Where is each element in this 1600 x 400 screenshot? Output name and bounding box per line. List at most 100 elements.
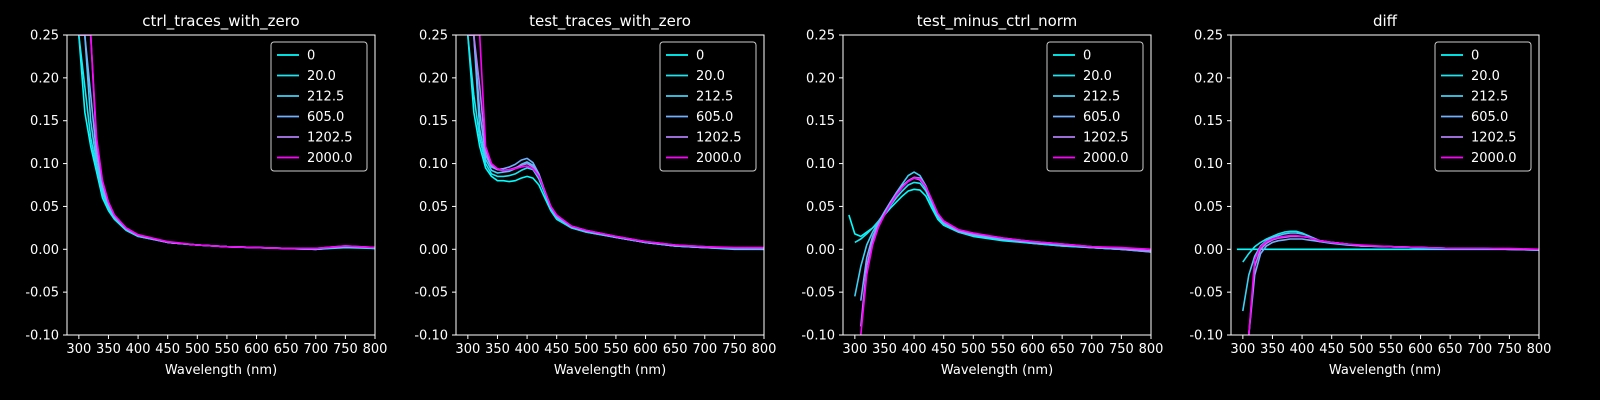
chart-title: ctrl_traces_with_zero: [142, 12, 299, 31]
x-tick-label: 750: [333, 342, 358, 357]
x-tick-label: 600: [633, 342, 658, 357]
x-tick-label: 700: [692, 342, 717, 357]
x-tick-label: 600: [1408, 342, 1433, 357]
y-tick-label: 0.15: [1194, 114, 1223, 129]
legend-entry-label: 2000.0: [1471, 151, 1517, 166]
legend-entry-label: 605.0: [1471, 110, 1508, 125]
x-tick-label: 350: [485, 342, 510, 357]
y-tick-label: 0.05: [30, 200, 59, 215]
legend-box: [1046, 41, 1144, 172]
chart-title: test_minus_ctrl_norm: [917, 12, 1078, 31]
y-tick-label: -0.10: [1189, 329, 1223, 344]
y-tick-label: 0.10: [419, 157, 448, 172]
y-tick-label: 0.25: [30, 29, 59, 44]
y-tick-label: 0.00: [1194, 243, 1223, 258]
legend-entry-label: 1202.5: [1471, 131, 1517, 146]
y-tick-label: 0.10: [30, 157, 59, 172]
chart-panel-2: 300 350 400 450 500 550 600 650 700 750 800 -0.10 -0…: [414, 12, 776, 378]
series-line-2000-0: [467, 35, 764, 249]
legend-entry-label: 605.0: [696, 110, 733, 125]
x-tick-label: 450: [931, 342, 956, 357]
x-axis-label: Wavelength (nm): [554, 363, 666, 378]
y-tick-label: -0.05: [1189, 286, 1223, 301]
x-tick-label: 400: [1290, 342, 1315, 357]
legend-entry-label: 1202.5: [1083, 131, 1129, 146]
x-tick-label: 600: [244, 342, 269, 357]
legend-box: [659, 41, 757, 172]
series-line-1202-5: [1248, 235, 1539, 335]
y-tick-label: 0.20: [806, 71, 835, 86]
x-tick-label: 500: [574, 342, 599, 357]
y-tick-label: 0.05: [419, 200, 448, 215]
x-tick-label: 300: [1230, 342, 1255, 357]
y-tick-label: 0.25: [419, 29, 448, 44]
series-line-212-5: [1242, 232, 1539, 312]
series-line-605-0: [1248, 238, 1539, 335]
x-tick-label: 800: [1527, 342, 1552, 357]
legend-entry-label: 605.0: [307, 110, 344, 125]
legend-box: [1434, 41, 1532, 172]
x-axis-label: Wavelength (nm): [941, 363, 1053, 378]
chart-panel-3: 300 350 400 450 500 550 600 650 700 750 800 -0.10 -0…: [801, 12, 1163, 378]
x-axis-label: Wavelength (nm): [165, 363, 277, 378]
legend: 0 20.0 212.5 605.0 1202.5 2000.0: [1434, 41, 1532, 172]
chart-panel-4: 300 350 400 450 500 550 600 650 700 750 800 -0.10 -0…: [1189, 12, 1551, 378]
legend-entry-label: 2000.0: [696, 151, 742, 166]
y-tick-label: 0.20: [30, 71, 59, 86]
x-tick-label: 650: [1050, 342, 1075, 357]
y-tick-label: 0.15: [30, 114, 59, 129]
legend-entry-label: 2000.0: [307, 151, 353, 166]
x-tick-label: 350: [96, 342, 121, 357]
x-tick-label: 550: [991, 342, 1016, 357]
x-tick-label: 450: [544, 342, 569, 357]
legend-entry-label: 0: [1083, 49, 1091, 64]
x-tick-label: 800: [1139, 342, 1164, 357]
y-tick-label: 0.00: [419, 243, 448, 258]
series-line-1202-5: [860, 176, 1151, 327]
x-tick-label: 700: [1079, 342, 1104, 357]
x-tick-label: 650: [1438, 342, 1463, 357]
x-tick-label: 700: [303, 342, 328, 357]
plot-frame: [842, 34, 1152, 336]
y-tick-label: 0.25: [806, 29, 835, 44]
plot-frame: [455, 34, 765, 336]
y-tick-label: 0.05: [1194, 200, 1223, 215]
x-tick-label: 600: [1020, 342, 1045, 357]
chart-title: test_traces_with_zero: [529, 12, 691, 31]
x-tick-label: 500: [185, 342, 210, 357]
legend: 0 20.0 212.5 605.0 1202.5 2000.0: [1046, 41, 1144, 172]
x-tick-label: 700: [1467, 342, 1492, 357]
x-tick-label: 350: [872, 342, 897, 357]
x-tick-label: 800: [752, 342, 777, 357]
y-tick-label: 0.05: [806, 200, 835, 215]
legend: 0 20.0 212.5 605.0 1202.5 2000.0: [659, 41, 757, 172]
legend-entry-label: 20.0: [1083, 69, 1112, 84]
x-tick-label: 300: [66, 342, 91, 357]
x-axis-label: Wavelength (nm): [1329, 363, 1441, 378]
x-tick-label: 400: [515, 342, 540, 357]
y-tick-label: 0.00: [806, 243, 835, 258]
legend-entry-label: 20.0: [307, 69, 336, 84]
y-tick-label: 0.20: [419, 71, 448, 86]
legend-entry-label: 212.5: [1083, 90, 1120, 105]
x-tick-label: 800: [363, 342, 388, 357]
y-tick-label: -0.10: [414, 329, 448, 344]
legend-entry-label: 1202.5: [696, 131, 742, 146]
legend-entry-label: 212.5: [696, 90, 733, 105]
series-group: [467, 35, 764, 251]
y-tick-label: -0.10: [801, 329, 835, 344]
legend-entry-label: 2000.0: [1083, 151, 1129, 166]
x-tick-label: 300: [842, 342, 867, 357]
x-tick-label: 400: [902, 342, 927, 357]
x-tick-label: 350: [1260, 342, 1285, 357]
x-tick-label: 750: [722, 342, 747, 357]
legend-entry-label: 20.0: [1471, 69, 1500, 84]
y-tick-label: -0.05: [801, 286, 835, 301]
y-tick-label: 0.00: [30, 243, 59, 258]
y-tick-label: 0.15: [806, 114, 835, 129]
x-tick-label: 500: [1349, 342, 1374, 357]
y-tick-label: 0.20: [1194, 71, 1223, 86]
series-group: [78, 35, 375, 251]
